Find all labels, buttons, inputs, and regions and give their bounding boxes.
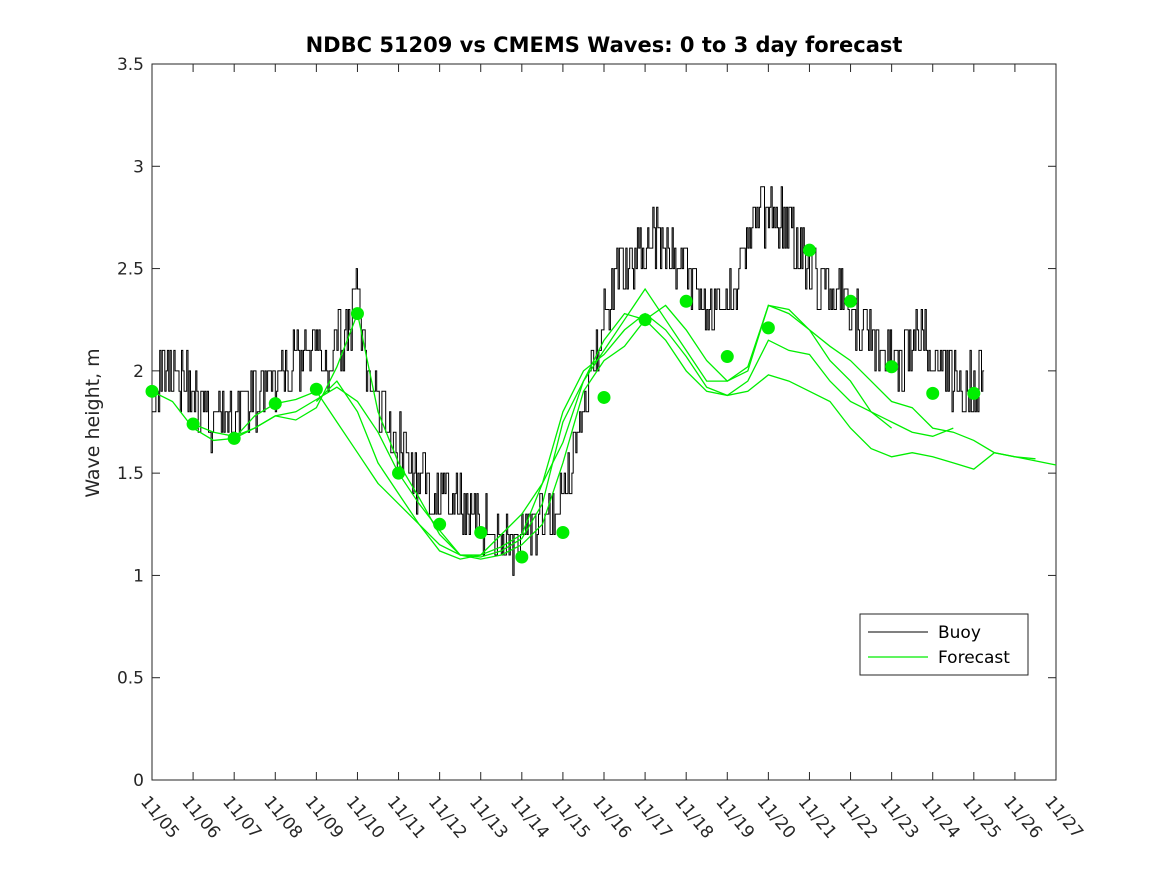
x-tick-label: 11/19: [711, 792, 758, 842]
forecast-marker: [802, 243, 816, 257]
x-tick-label: 11/25: [958, 792, 1005, 842]
forecast-marker: [309, 382, 323, 396]
y-tick-label: 3.5: [117, 55, 144, 75]
series-layer: [151, 186, 1057, 576]
forecast-series-line: [192, 304, 1036, 560]
x-tick-label: 11/11: [383, 792, 430, 842]
y-tick-label: 3: [133, 157, 144, 177]
x-tick-label: 11/13: [465, 792, 512, 842]
y-tick-label: 0.5: [117, 669, 144, 689]
x-tick-label: 11/23: [876, 792, 923, 842]
legend-box: [859, 613, 1029, 676]
forecast-marker: [268, 397, 282, 411]
forecast-marker: [227, 431, 241, 445]
forecast-marker: [679, 294, 693, 308]
x-tick-label: 11/16: [588, 792, 635, 842]
forecast-marker: [926, 386, 940, 400]
forecast-series-line: [315, 312, 954, 560]
forecast-series-line: [151, 312, 1057, 556]
forecast-series-line: [233, 287, 893, 558]
forecast-marker: [186, 417, 200, 431]
forecast-marker: [720, 350, 734, 364]
buoy-series-line: [152, 186, 985, 576]
y-tick-label: 0: [133, 771, 144, 791]
chart-title: NDBC 51209 vs CMEMS Waves: 0 to 3 day fo…: [306, 33, 903, 57]
legend-buoy-label: Buoy: [938, 623, 981, 643]
x-axis: 11/0511/0611/0711/0811/0911/1011/1111/12…: [136, 64, 1087, 843]
x-tick-label: 11/20: [753, 792, 800, 842]
forecast-marker: [967, 386, 981, 400]
y-axis-label: Wave height, m: [82, 348, 104, 497]
forecast-marker: [638, 313, 652, 327]
y-tick-label: 1.5: [117, 464, 144, 484]
x-tick-label: 11/21: [794, 792, 841, 842]
forecast-marker: [392, 466, 406, 480]
forecast-marker: [556, 525, 570, 539]
y-tick-label: 1: [133, 566, 144, 586]
x-tick-label: 11/24: [917, 792, 964, 842]
x-tick-label: 11/08: [259, 792, 306, 842]
y-axis: 0 0.5 1 1.5 2 2.5 3 3.5: [117, 55, 1056, 791]
x-tick-label: 11/09: [301, 792, 348, 842]
x-tick-label: 11/12: [424, 792, 471, 842]
forecast-marker: [597, 390, 611, 404]
x-tick-label: 11/22: [835, 792, 882, 842]
forecast-marker: [350, 307, 364, 321]
y-tick-label: 2: [133, 362, 144, 382]
x-tick-label: 11/26: [999, 792, 1046, 842]
x-tick-label: 11/06: [177, 792, 224, 842]
x-tick-label: 11/07: [218, 792, 265, 842]
forecast-marker: [433, 517, 447, 531]
legend: Buoy Forecast: [859, 613, 1029, 676]
x-tick-label: 11/14: [506, 792, 553, 842]
x-tick-label: 11/17: [629, 792, 676, 842]
forecast-marker: [145, 384, 159, 398]
forecast-marker: [885, 360, 899, 374]
marker-layer: [145, 243, 981, 564]
y-tick-label: 2.5: [117, 260, 144, 280]
x-tick-label: 11/27: [1040, 792, 1087, 842]
forecast-marker: [844, 294, 858, 308]
forecast-marker: [474, 525, 488, 539]
legend-forecast-label: Forecast: [938, 648, 1010, 668]
forecast-marker: [761, 321, 775, 335]
x-tick-label: 11/10: [342, 792, 389, 842]
forecast-marker: [515, 550, 529, 564]
x-tick-label: 11/15: [547, 792, 594, 842]
x-tick-label: 11/18: [670, 792, 717, 842]
x-tick-label: 11/05: [136, 792, 183, 842]
